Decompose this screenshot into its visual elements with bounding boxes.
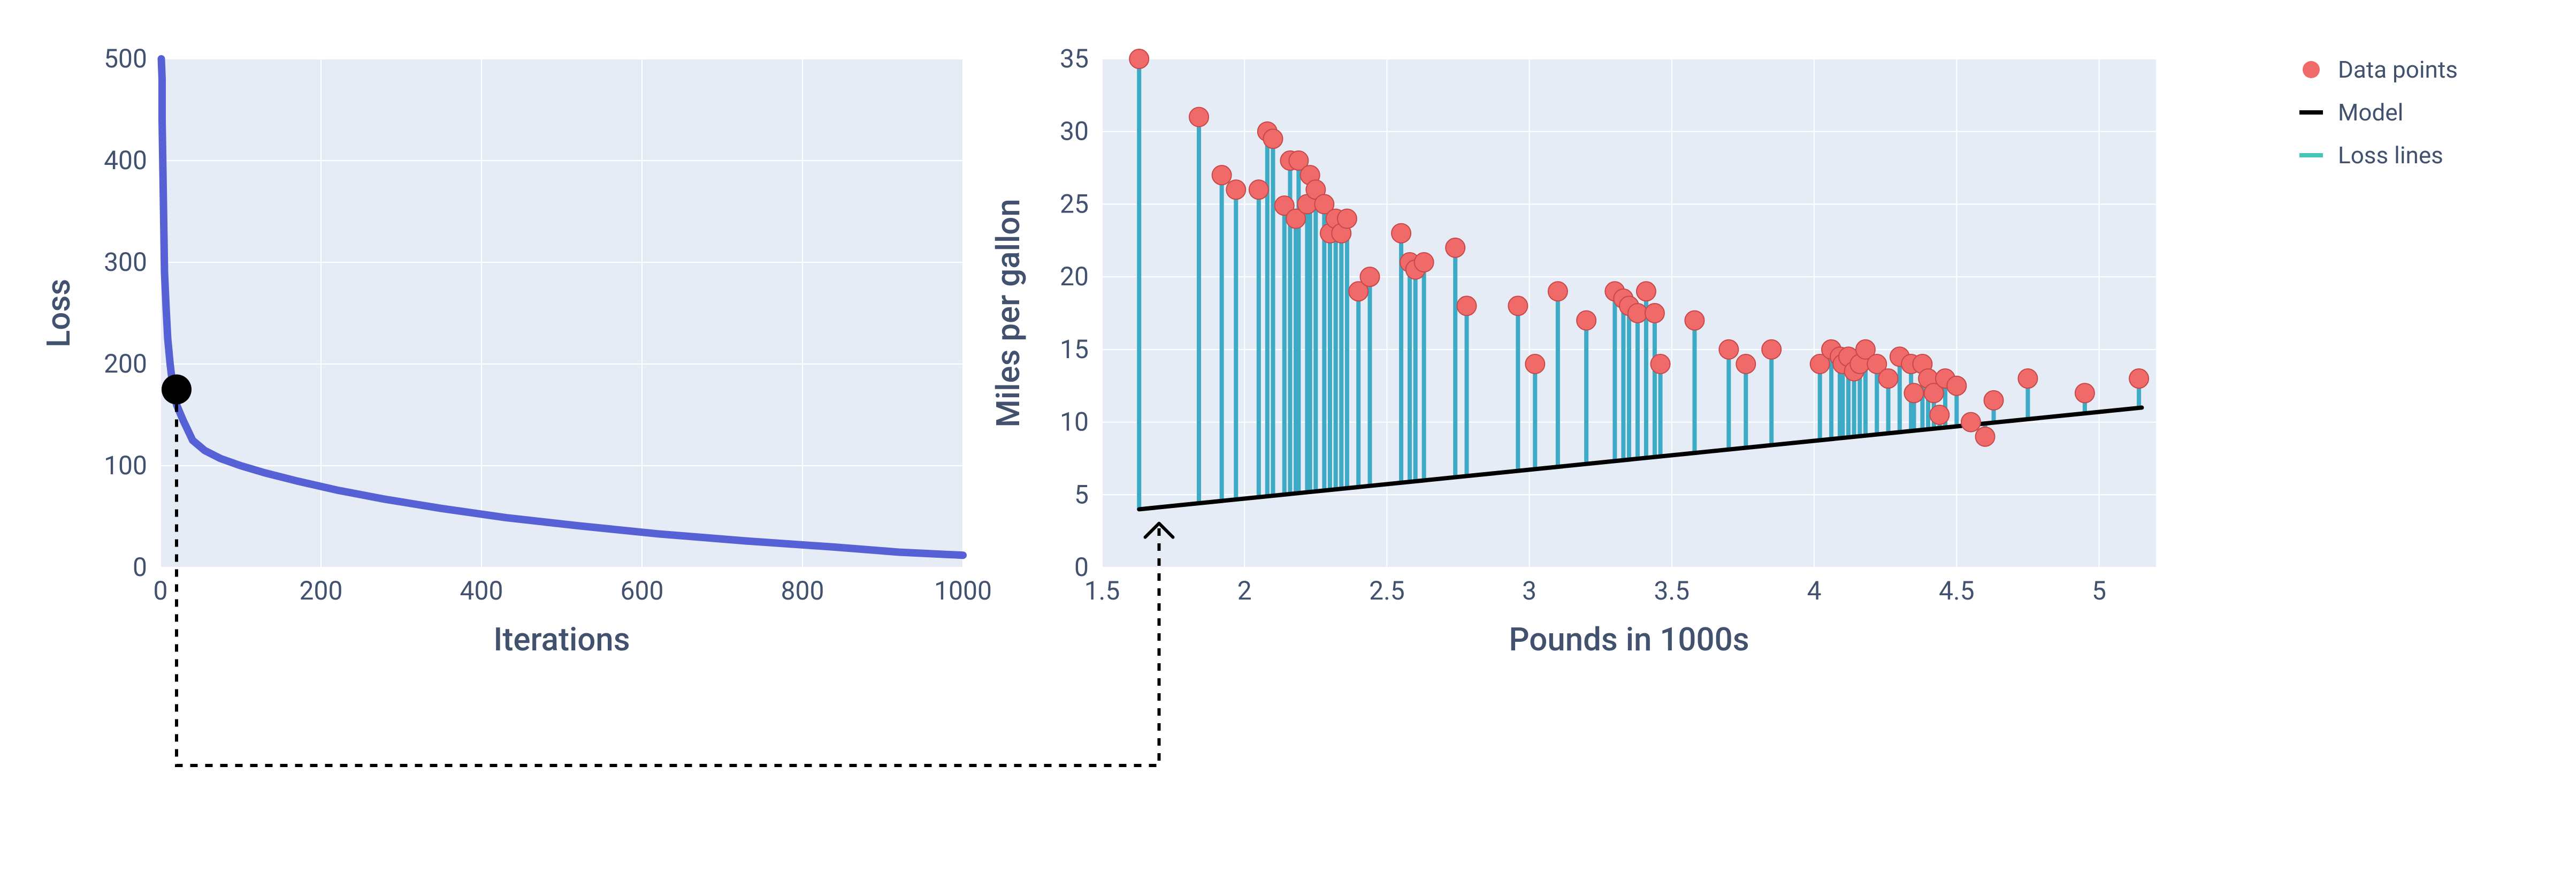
- data-point: [1719, 340, 1738, 359]
- x-tick-label: 3: [1522, 575, 1537, 606]
- data-point: [2018, 369, 2037, 388]
- data-point: [1984, 391, 2004, 410]
- x-tick-label: 600: [621, 575, 664, 606]
- x-tick-label: 800: [781, 575, 824, 606]
- x-tick-label: 400: [460, 575, 503, 606]
- legend: Data points Model Loss lines: [2299, 56, 2458, 169]
- x-tick-label: 1000: [934, 575, 992, 606]
- data-point: [2075, 383, 2095, 403]
- x-tick-label: 3.5: [1654, 575, 1690, 606]
- scatter-chart: 1.5 2 2.5 3 3.5 4 4.5 5 0 5 10 15 20 25 30 35 Pounds in …: [989, 43, 2458, 658]
- x-tick-label: 0: [154, 575, 168, 606]
- data-point: [1628, 304, 1647, 323]
- x-tick-label: 5: [2092, 575, 2106, 606]
- legend-marker-icon: [2303, 61, 2320, 78]
- data-point: [1525, 354, 1545, 374]
- y-tick-label: 5: [1074, 479, 1089, 510]
- data-point: [1879, 369, 1898, 388]
- data-point: [1736, 354, 1755, 374]
- data-point: [1904, 383, 1923, 403]
- legend-label: Loss lines: [2338, 141, 2443, 169]
- x-tick-label: 2.5: [1369, 575, 1405, 606]
- data-point: [1129, 49, 1149, 69]
- y-tick-label: 100: [104, 450, 147, 481]
- data-point: [1337, 209, 1357, 229]
- x-tick-label: 2: [1237, 575, 1252, 606]
- data-point: [1457, 296, 1477, 315]
- y-tick-label: 35: [1060, 43, 1089, 74]
- y-tick-label: 20: [1060, 261, 1089, 292]
- data-point: [1762, 340, 1781, 359]
- y-tick-label: 200: [104, 348, 147, 379]
- y-tick-label: 400: [104, 145, 147, 176]
- data-point: [1263, 129, 1282, 148]
- legend-label: Data points: [2338, 56, 2458, 84]
- data-point: [1976, 427, 1995, 446]
- y-tick-label: 0: [1074, 552, 1089, 582]
- y-tick-label: 500: [104, 43, 147, 74]
- data-point: [1685, 311, 1704, 330]
- data-point: [1392, 224, 1411, 243]
- y-tick-label: 10: [1060, 407, 1089, 437]
- y-axis-label: Miles per gallon: [989, 199, 1027, 427]
- y-tick-label: 15: [1060, 334, 1089, 365]
- legend-label: Model: [2338, 98, 2403, 126]
- data-point: [1249, 180, 1268, 199]
- data-point: [1961, 413, 1981, 432]
- data-point: [1651, 354, 1670, 374]
- plot-background: [160, 59, 963, 567]
- data-point: [1930, 405, 1949, 424]
- y-tick-label: 300: [104, 247, 147, 277]
- y-tick-label: 30: [1060, 116, 1089, 147]
- figure-svg: 020040060080010000100200300400500Iterati…: [0, 0, 2576, 872]
- data-point: [2129, 369, 2149, 388]
- data-point: [1212, 165, 1232, 185]
- data-point: [1189, 108, 1209, 127]
- x-tick-label: 4: [1807, 575, 1822, 606]
- loss-chart: 0 200 400 600 800 1000 0 100 200 300 400 500 Iterati…: [40, 43, 992, 658]
- x-axis-label: Pounds in 1000s: [1509, 620, 1749, 658]
- y-axis-label: Loss: [40, 279, 78, 347]
- data-point: [1637, 282, 1656, 301]
- x-tick-label: 4.5: [1939, 575, 1975, 606]
- data-point: [1947, 376, 1966, 396]
- data-point: [1645, 304, 1664, 323]
- data-point: [1415, 253, 1434, 272]
- x-tick-label: 1.5: [1084, 575, 1120, 606]
- x-axis-label: Iterations: [493, 620, 630, 658]
- data-point: [1360, 267, 1379, 286]
- data-point: [1508, 296, 1527, 315]
- data-point: [1577, 311, 1596, 330]
- x-tick-label: 200: [300, 575, 343, 606]
- data-point: [1226, 180, 1245, 199]
- data-point: [1446, 238, 1465, 257]
- data-point: [1548, 282, 1568, 301]
- y-tick-label: 25: [1060, 188, 1089, 219]
- y-tick-label: 0: [133, 552, 147, 582]
